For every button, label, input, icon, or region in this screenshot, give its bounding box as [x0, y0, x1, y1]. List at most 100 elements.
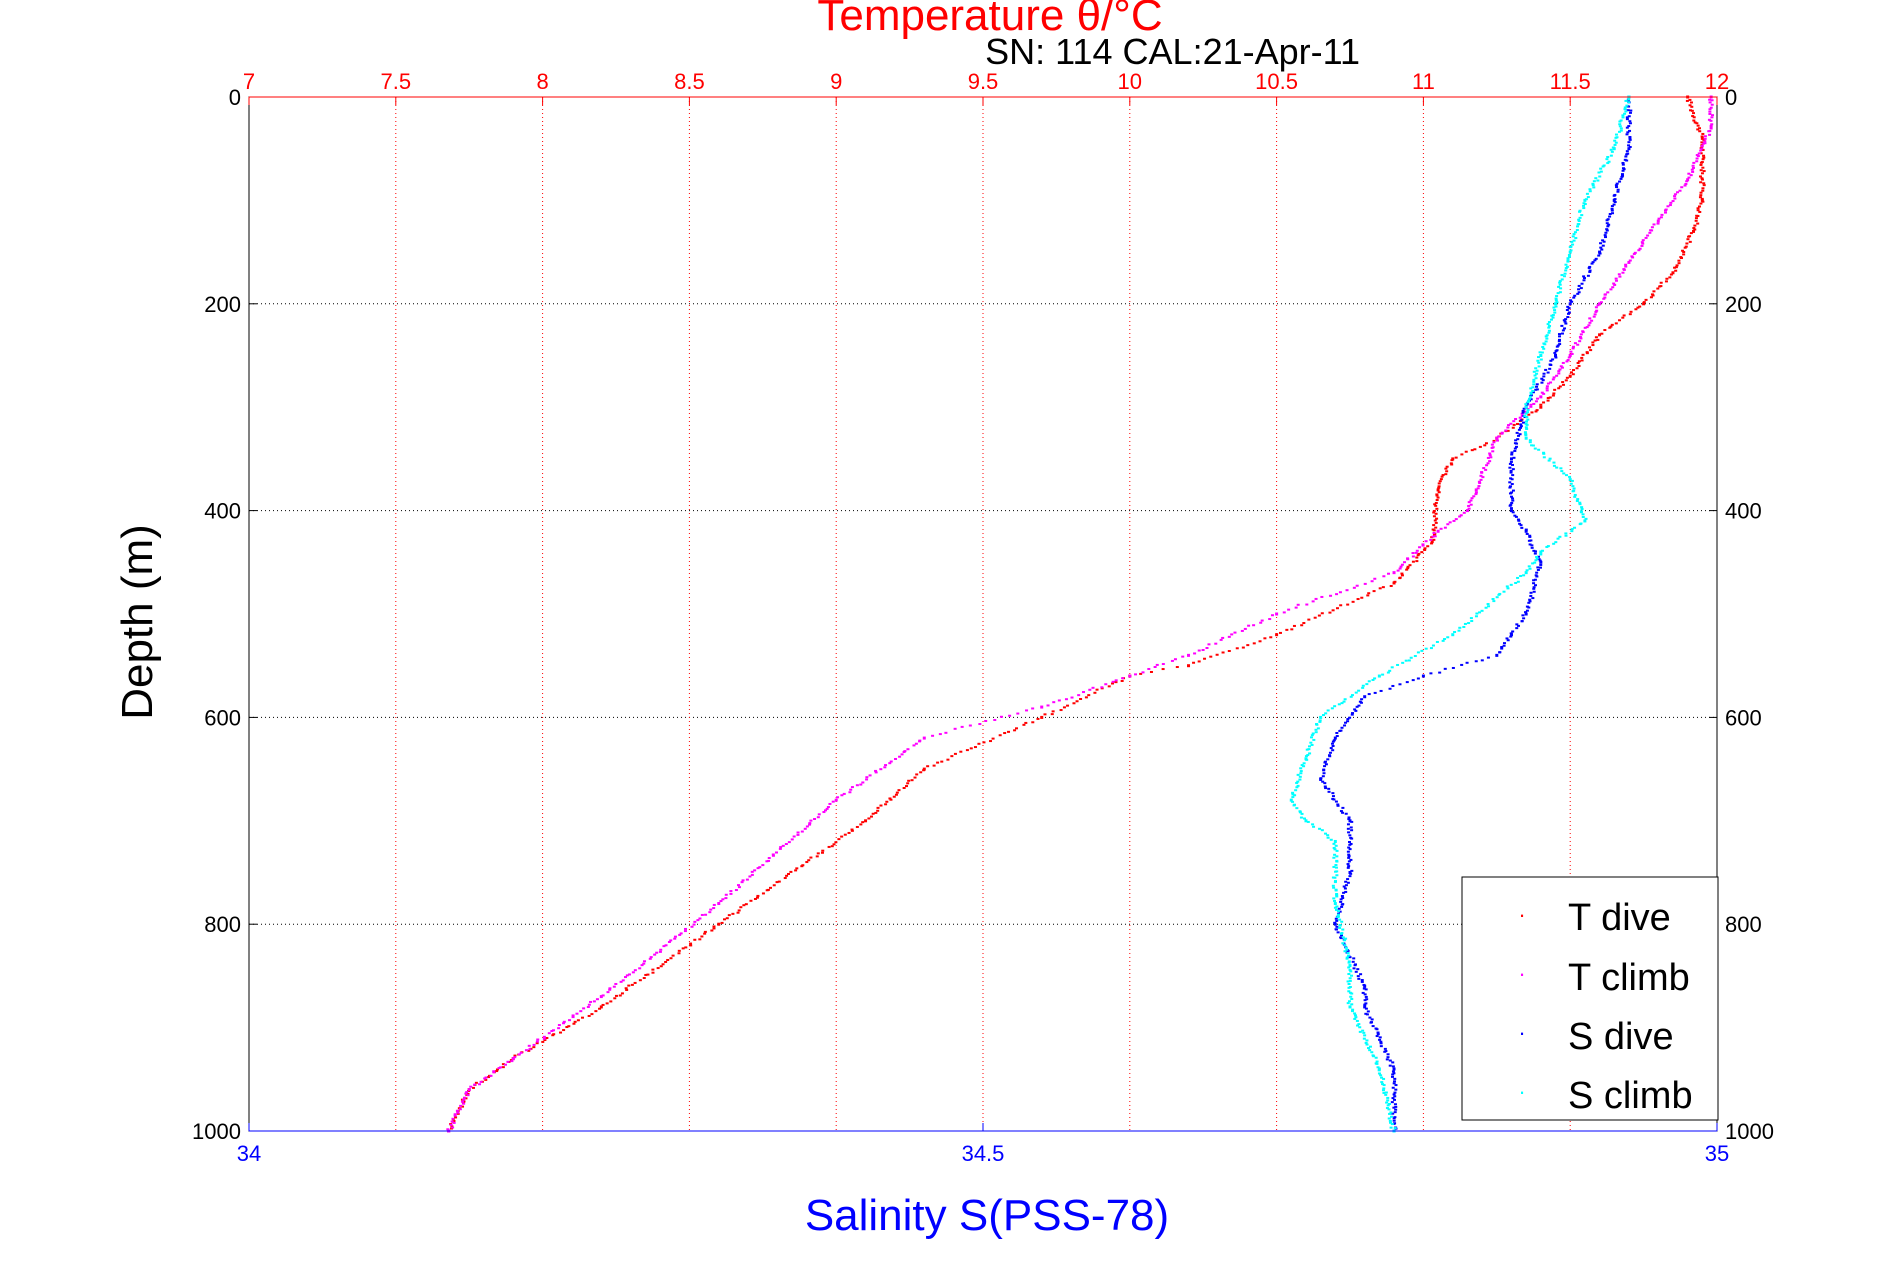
trace-point	[1620, 175, 1624, 178]
trace-point	[1656, 287, 1660, 290]
trace-point	[1364, 988, 1368, 991]
trace-point	[1278, 631, 1282, 634]
trace-point	[1327, 787, 1331, 790]
trace-point	[1515, 623, 1519, 626]
data-point	[1539, 550, 1543, 554]
trace-point	[1564, 269, 1568, 272]
trace-point	[789, 870, 793, 873]
trace-point	[739, 906, 743, 909]
trace-point	[1701, 158, 1705, 161]
trace-point	[800, 830, 804, 833]
trace-point	[1093, 691, 1097, 694]
trace-point	[1524, 412, 1528, 415]
trace-point	[1347, 853, 1351, 856]
trace-point	[1545, 389, 1549, 392]
trace-point	[1691, 115, 1695, 118]
trace-point	[557, 1024, 561, 1027]
trace-point	[1370, 1018, 1374, 1021]
trace-point	[1393, 1077, 1397, 1080]
trace-point	[953, 727, 957, 730]
trace-point	[1598, 252, 1602, 255]
trace-point	[1394, 1088, 1398, 1091]
trace-point	[1545, 337, 1549, 340]
trace-point	[1564, 474, 1568, 477]
trace-point	[1525, 569, 1529, 572]
trace-point	[1500, 646, 1504, 649]
data-point	[1583, 519, 1587, 523]
trace-point	[1517, 428, 1521, 431]
trace-point	[767, 857, 771, 860]
trace-point	[669, 957, 673, 960]
trace-point	[1690, 109, 1694, 112]
trace-point	[1340, 726, 1344, 729]
trace-point	[1552, 392, 1556, 395]
trace-point	[1525, 423, 1529, 426]
trace-point	[1613, 198, 1617, 201]
trace-point	[1532, 579, 1536, 582]
trace-point	[1387, 572, 1391, 575]
trace-point	[1349, 872, 1353, 875]
trace-point	[1523, 431, 1527, 434]
trace-point	[1221, 651, 1225, 654]
trace-point	[723, 918, 727, 921]
tick-label-salinity: 34	[237, 1141, 261, 1166]
trace-point	[1356, 1024, 1360, 1027]
trace-point	[1477, 480, 1481, 483]
trace-point	[1329, 838, 1333, 841]
trace-point	[1292, 624, 1296, 627]
trace-point	[1666, 205, 1670, 208]
trace-point	[1691, 166, 1695, 169]
trace-point	[984, 719, 988, 722]
trace-point	[1303, 817, 1307, 820]
trace-point	[1484, 606, 1488, 609]
trace-point	[1087, 694, 1091, 697]
data-point	[1348, 819, 1352, 823]
trace-point	[1344, 884, 1348, 887]
trace-point	[999, 715, 1003, 718]
trace-point	[1556, 292, 1560, 295]
trace-point	[1340, 920, 1344, 923]
trace-point	[1683, 246, 1687, 249]
trace-point	[1673, 195, 1677, 198]
trace-point	[1609, 325, 1613, 328]
trace-point	[1558, 291, 1562, 294]
trace-point	[1111, 682, 1115, 685]
data-point	[1627, 260, 1631, 264]
trace-point	[690, 925, 694, 928]
data-point	[1656, 219, 1660, 223]
trace-point	[684, 946, 688, 949]
trace-point	[989, 740, 993, 743]
trace-point	[1528, 535, 1532, 538]
trace-point	[1347, 816, 1351, 819]
trace-point	[750, 873, 754, 876]
trace-point	[1495, 596, 1499, 599]
trace-point	[1591, 184, 1595, 187]
trace-point	[1513, 447, 1517, 450]
trace-point	[1331, 740, 1335, 743]
trace-point	[1043, 713, 1047, 716]
trace-point	[1506, 587, 1510, 590]
trace-point	[1344, 946, 1348, 949]
trace-point	[1472, 495, 1476, 498]
trace-point	[1298, 775, 1302, 778]
trace-point	[1488, 454, 1492, 457]
trace-point	[1414, 551, 1418, 554]
trace-point	[736, 911, 740, 914]
trace-point	[1659, 281, 1663, 284]
trace-point	[1589, 349, 1593, 352]
trace-point	[1614, 141, 1618, 144]
trace-point	[528, 1048, 532, 1051]
trace-point	[1432, 509, 1436, 512]
trace-point	[1368, 1045, 1372, 1048]
trace-point	[1379, 1045, 1383, 1048]
trace-point	[1696, 128, 1700, 131]
trace-point	[861, 781, 865, 784]
data-point	[511, 1057, 515, 1061]
trace-point	[1388, 1119, 1392, 1122]
trace-point	[1535, 385, 1539, 388]
trace-point	[1347, 865, 1351, 868]
trace-point	[633, 969, 637, 972]
trace-point	[1683, 184, 1687, 187]
data-point	[1524, 571, 1528, 575]
trace-point	[1296, 603, 1300, 606]
